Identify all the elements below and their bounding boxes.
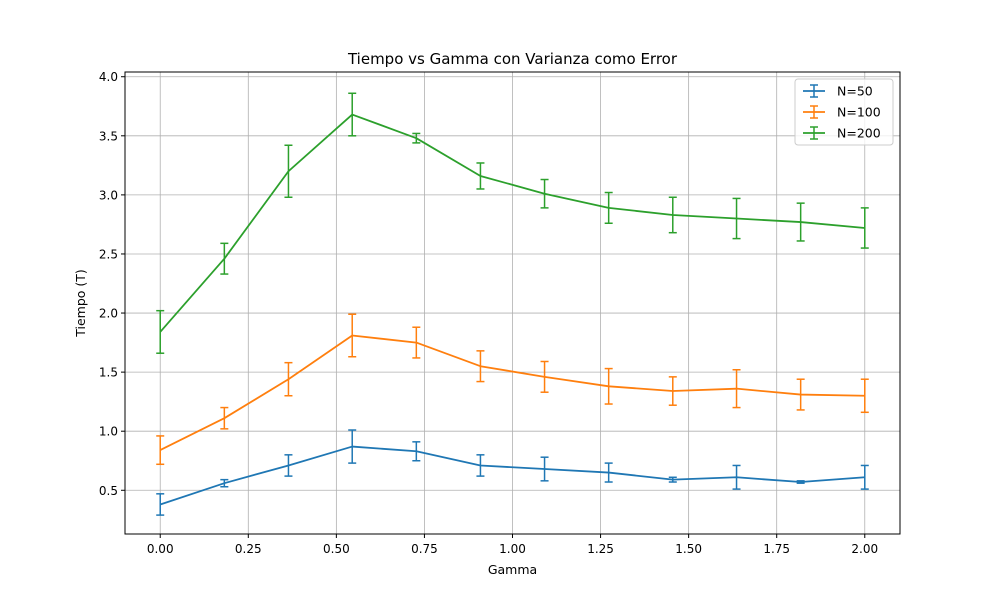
series-line bbox=[159, 113, 865, 333]
series-line bbox=[159, 334, 865, 451]
x-tick-label: 1.50 bbox=[675, 542, 702, 556]
x-axis-label: Gamma bbox=[488, 562, 537, 577]
y-tick-label: 1.0 bbox=[99, 425, 118, 439]
y-tick-label: 0.5 bbox=[99, 484, 118, 498]
series-line bbox=[159, 445, 865, 506]
x-tick-label: 0.00 bbox=[147, 542, 174, 556]
x-tick-label: 1.25 bbox=[587, 542, 614, 556]
legend-label: N=100 bbox=[837, 105, 881, 120]
x-tick-label: 0.75 bbox=[411, 542, 438, 556]
series-layer bbox=[156, 92, 869, 516]
legend-box bbox=[794, 78, 894, 146]
series-n-100 bbox=[156, 313, 869, 466]
chart-title: Tiempo vs Gamma con Varianza como Error bbox=[347, 50, 678, 68]
x-tick-label: 1.75 bbox=[763, 542, 790, 556]
y-tick-label: 2.5 bbox=[99, 247, 118, 261]
x-tick-label: 2.00 bbox=[851, 542, 878, 556]
x-tick-label: 0.25 bbox=[235, 542, 262, 556]
x-tick-label: 0.50 bbox=[323, 542, 350, 556]
y-tick-label: 1.5 bbox=[99, 366, 118, 380]
x-tick-label: 1.00 bbox=[499, 542, 526, 556]
legend-label: N=50 bbox=[837, 84, 873, 99]
series-n-50 bbox=[156, 429, 869, 516]
ticks: 0.00 0.25 0.50 0.75 1.00 1.25 1.50 1.75 2.00 0.5 1… bbox=[99, 70, 878, 556]
y-tick-label: 4.0 bbox=[99, 70, 118, 84]
legend-label: N=200 bbox=[837, 126, 881, 141]
y-tick-label: 3.5 bbox=[99, 129, 118, 143]
legend: N=50 N=100 N=200 bbox=[794, 78, 894, 146]
series-n-200 bbox=[156, 92, 869, 354]
y-tick-label: 3.0 bbox=[99, 188, 118, 202]
y-tick-label: 2.0 bbox=[99, 307, 118, 321]
y-axis-label: Tiempo (T) bbox=[73, 269, 88, 338]
grid bbox=[125, 72, 900, 534]
